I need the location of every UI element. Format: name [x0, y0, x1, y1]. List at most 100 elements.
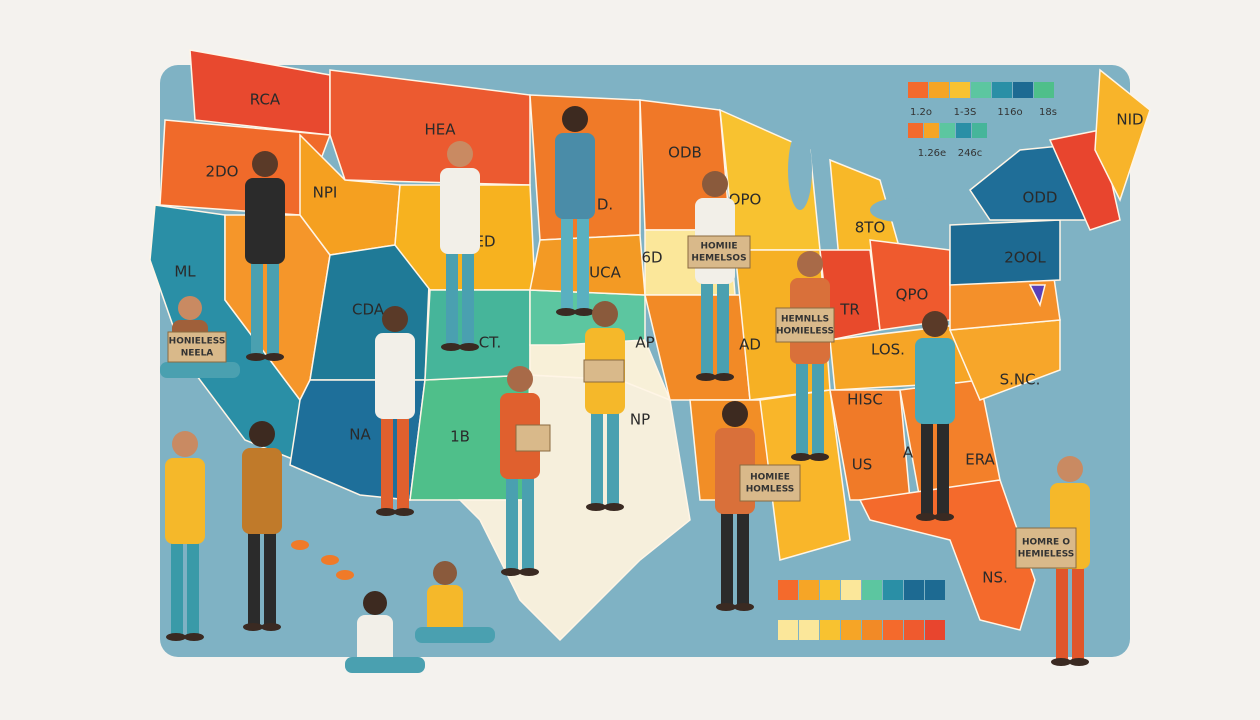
sign-text: HOMRE O	[1022, 538, 1070, 548]
head	[447, 141, 473, 167]
sign-text: NEELA	[181, 349, 214, 359]
leg	[251, 260, 263, 355]
legend-swatch	[929, 82, 949, 98]
leg	[187, 540, 199, 635]
state-label: NA	[349, 426, 371, 444]
state-label: AD	[739, 336, 761, 354]
state-label: A	[903, 444, 914, 462]
torso	[440, 168, 480, 254]
sign-text: HOMIEE	[750, 473, 790, 483]
shoe	[716, 603, 736, 611]
shoe	[394, 508, 414, 516]
state-label: HISC	[847, 391, 883, 409]
state-label: 2OOL	[1004, 249, 1046, 267]
state-label: 6D	[641, 249, 662, 267]
shoe	[501, 568, 521, 576]
state-label: NID	[1116, 111, 1143, 129]
leg	[591, 410, 603, 505]
legend-label: 246c	[958, 148, 983, 159]
torso	[915, 338, 955, 424]
torso	[165, 458, 205, 544]
legend-swatch	[904, 620, 924, 640]
head	[797, 251, 823, 277]
shoe	[809, 453, 829, 461]
state-label: NPI	[313, 184, 338, 202]
torso	[242, 448, 282, 534]
state-label: 2DO	[206, 163, 239, 181]
legend-swatch	[841, 580, 861, 600]
leg	[577, 215, 589, 310]
legend-label: 1.26e	[918, 148, 946, 159]
leg	[1072, 565, 1084, 660]
shoe	[261, 623, 281, 631]
leg	[522, 475, 534, 570]
state-label: RCA	[250, 91, 281, 109]
leg	[717, 280, 729, 375]
legend-swatch	[992, 82, 1012, 98]
shoe	[604, 503, 624, 511]
shoe	[184, 633, 204, 641]
state	[425, 290, 530, 380]
shoe	[166, 633, 186, 641]
state-label: 1B	[450, 428, 470, 446]
shoe	[1051, 658, 1071, 666]
state-label: CDA	[352, 301, 385, 319]
state-label: NS.	[982, 569, 1008, 587]
leg	[607, 410, 619, 505]
state-label: US	[852, 456, 873, 474]
shoe	[519, 568, 539, 576]
shoe	[264, 353, 284, 361]
shoe	[376, 508, 396, 516]
legend-swatch	[778, 580, 798, 600]
legend-swatch	[1013, 82, 1033, 98]
sign-text: HEMIELESS	[1018, 550, 1075, 560]
leg	[397, 415, 409, 510]
leg	[171, 540, 183, 635]
legend-swatch	[971, 82, 991, 98]
legend-swatch	[940, 123, 955, 138]
head	[382, 306, 408, 332]
head	[172, 431, 198, 457]
lake	[788, 130, 812, 210]
legend-swatch	[820, 580, 840, 600]
head	[507, 366, 533, 392]
island	[291, 540, 309, 550]
head	[252, 151, 278, 177]
state-label: 8TO	[855, 219, 886, 237]
head	[363, 591, 387, 615]
leg	[267, 260, 279, 355]
state-label: LOS.	[871, 341, 905, 359]
shoe	[791, 453, 811, 461]
legend-swatch	[799, 620, 819, 640]
leg	[1056, 565, 1068, 660]
leg	[561, 215, 573, 310]
sign-text: HEMELSOS	[691, 254, 746, 264]
leg	[462, 250, 474, 345]
leg	[796, 360, 808, 455]
leg	[812, 360, 824, 455]
shoe	[1069, 658, 1089, 666]
leg	[446, 250, 458, 345]
state-label: ODB	[668, 144, 702, 162]
state-label: NP	[630, 411, 650, 429]
leg	[160, 362, 240, 378]
leg	[248, 530, 260, 625]
shoe	[916, 513, 936, 521]
legend-swatch	[950, 82, 970, 98]
legend-label: 18s	[1039, 107, 1057, 118]
leg	[345, 657, 425, 673]
sign-text: HOMLESS	[746, 485, 795, 495]
legend-swatch	[883, 580, 903, 600]
box	[516, 425, 550, 451]
state-label: ERA	[965, 451, 995, 469]
sign-text: HOMIELESS	[776, 327, 834, 337]
legend-swatch	[956, 123, 971, 138]
head	[702, 171, 728, 197]
leg	[737, 510, 749, 605]
sign-text: HEMNLLS	[781, 315, 829, 325]
head	[178, 296, 202, 320]
sign	[1016, 528, 1076, 568]
state-label: HEA	[424, 121, 456, 139]
legend-label: 1-3S	[954, 107, 977, 118]
